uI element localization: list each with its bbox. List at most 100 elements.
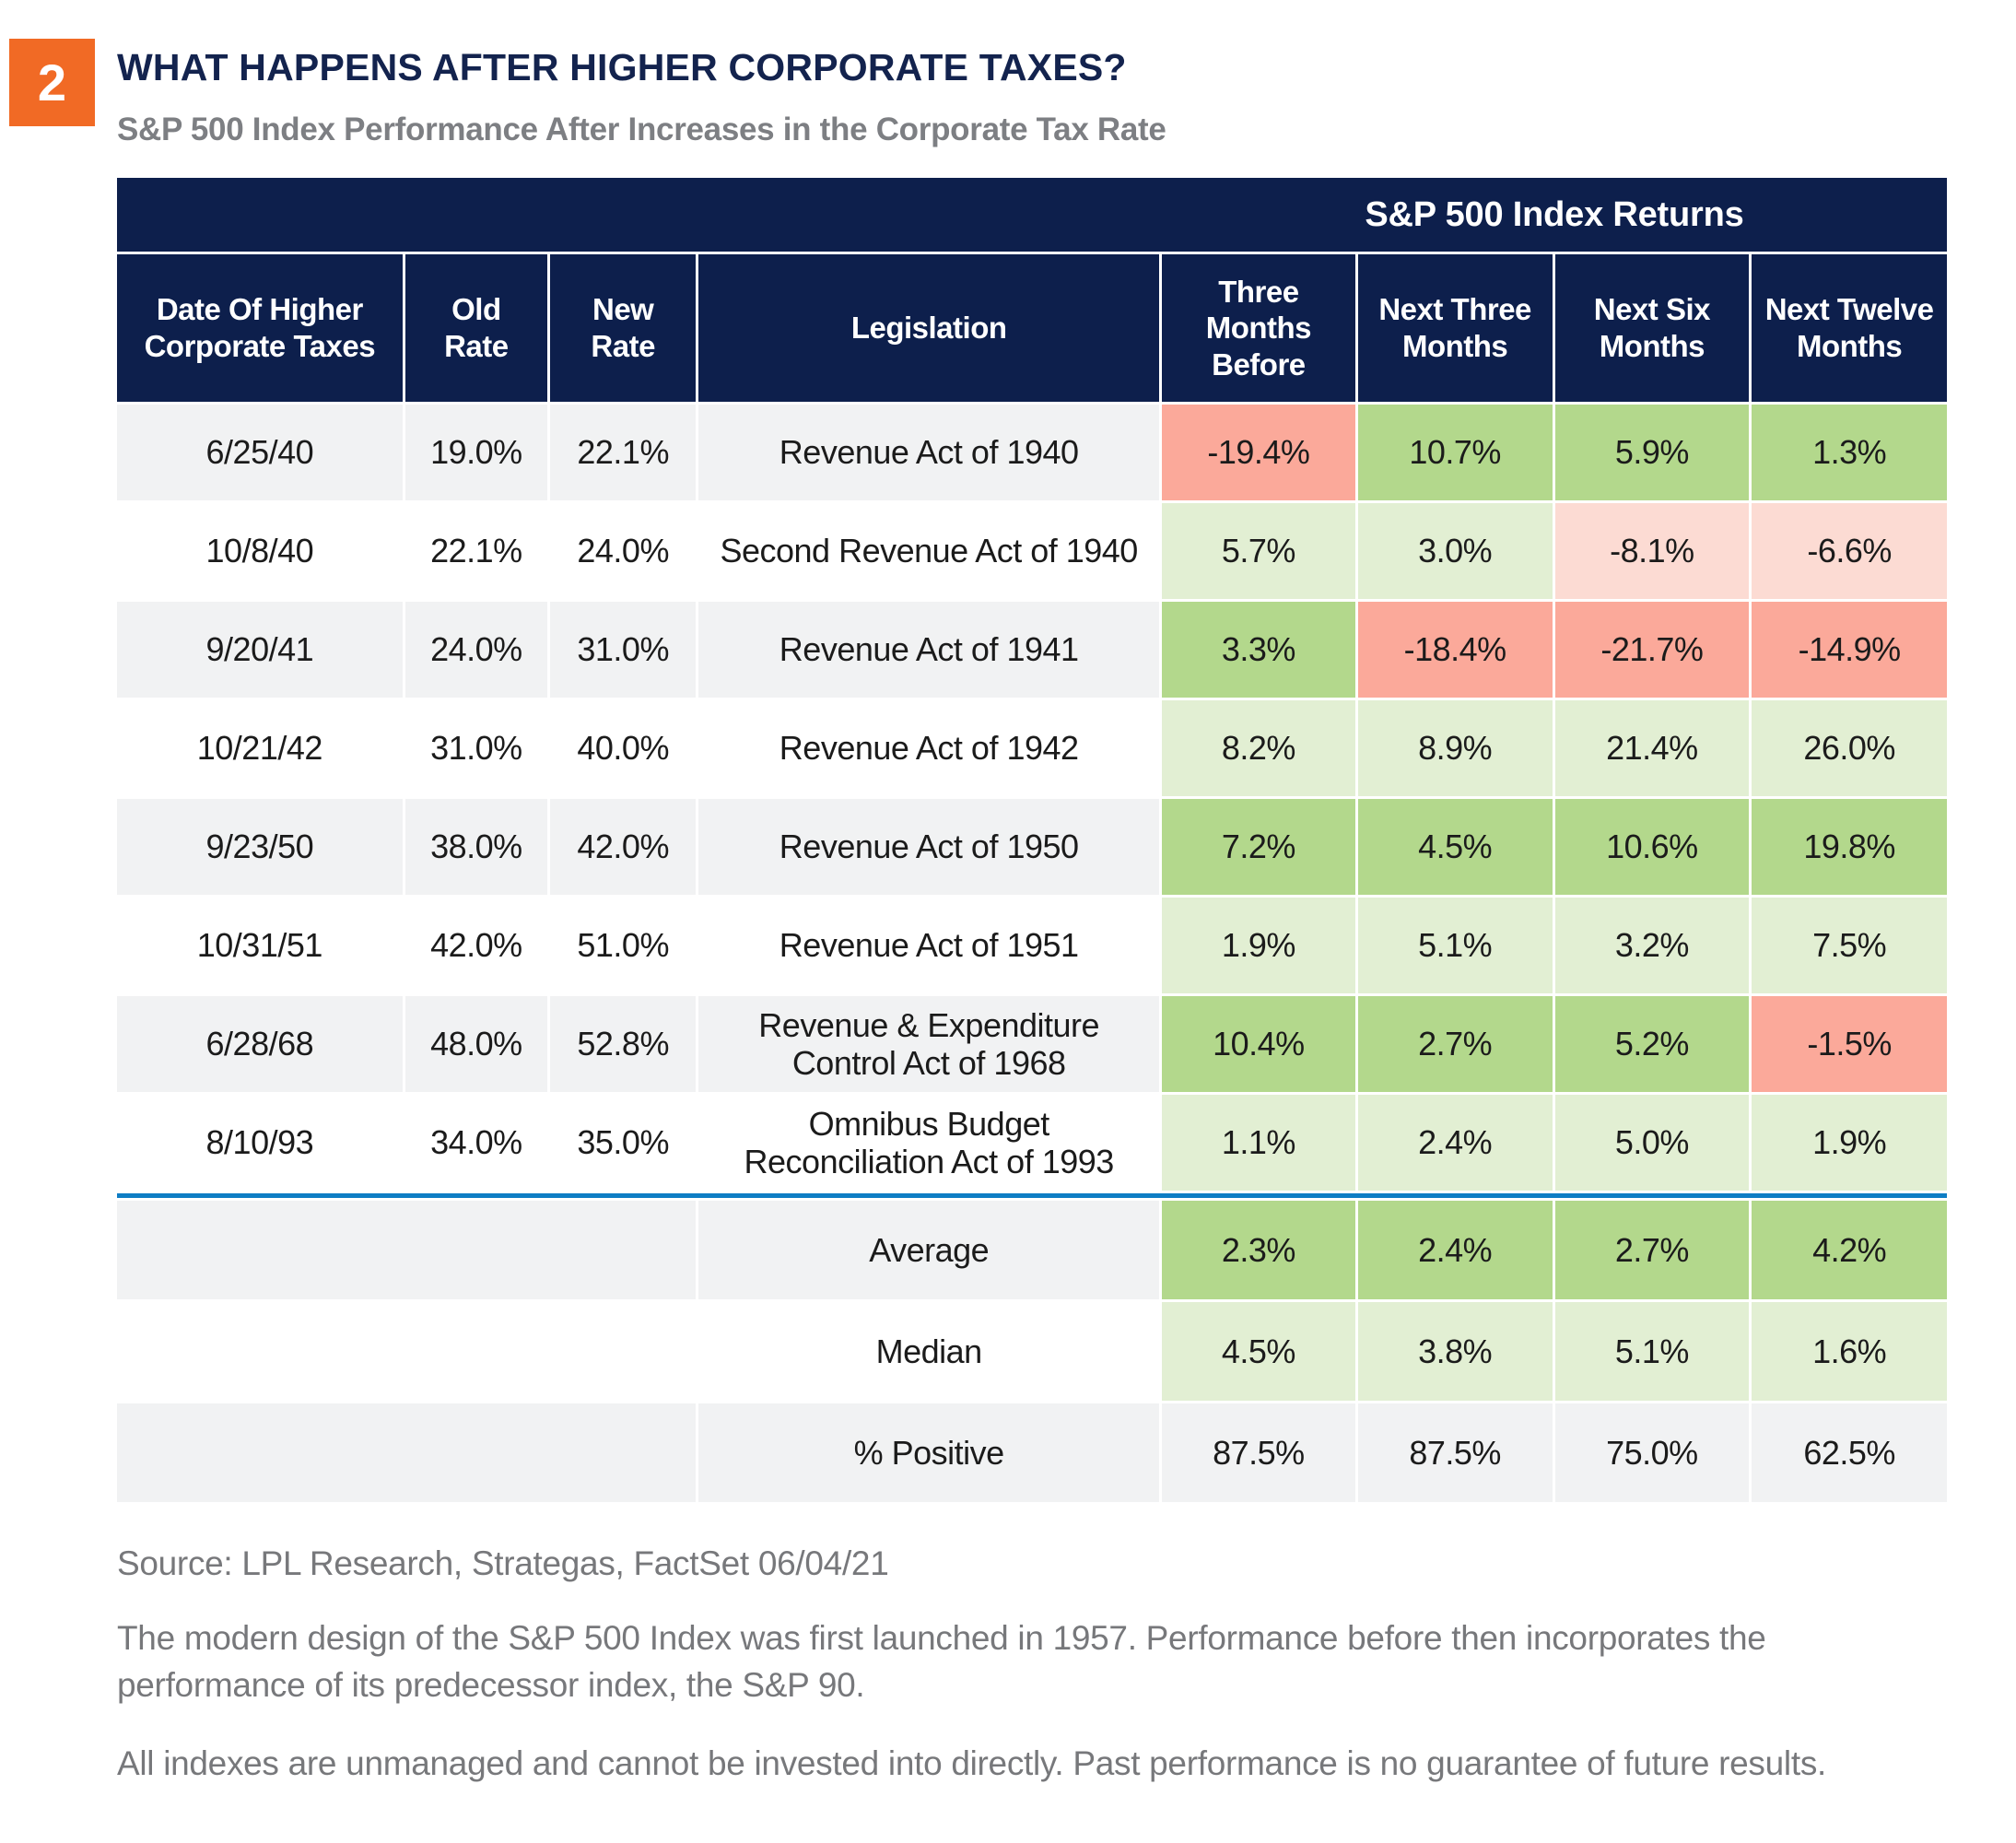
new-rate-cell: 52.8% <box>550 996 697 1092</box>
summary-value-cell: 87.5% <box>1162 1403 1355 1502</box>
figure-number-badge: 2 <box>9 39 95 126</box>
footnote-line: The modern design of the S&P 500 Index w… <box>117 1619 1766 1657</box>
date-cell: 9/23/50 <box>117 799 403 895</box>
legislation-cell: Revenue Act of 1940 <box>698 405 1159 500</box>
return-cell: 1.9% <box>1162 898 1355 993</box>
legislation-cell: Revenue Act of 1950 <box>698 799 1159 895</box>
col-header-cell: Legislation <box>698 254 1159 402</box>
return-cell: 1.3% <box>1752 405 1947 500</box>
col-header-cell: Three Months Before <box>1162 254 1355 402</box>
date-cell: 6/25/40 <box>117 405 403 500</box>
return-cell: 21.4% <box>1554 700 1750 796</box>
summary-empty-cell <box>117 1302 697 1401</box>
page-title: WHAT HAPPENS AFTER HIGHER CORPORATE TAXE… <box>117 46 1127 88</box>
new-rate-cell: 42.0% <box>550 799 697 895</box>
return-cell: 5.7% <box>1162 503 1355 599</box>
old-rate-cell: 38.0% <box>404 799 548 895</box>
summary-value-cell: 4.2% <box>1752 1201 1947 1299</box>
date-cell: 10/21/42 <box>117 700 403 796</box>
return-cell: 10.4% <box>1162 996 1355 1092</box>
return-cell: -8.1% <box>1554 503 1750 599</box>
col-header-cell: Old Rate <box>404 254 548 402</box>
return-cell: -19.4% <box>1162 405 1355 500</box>
return-cell: 26.0% <box>1752 700 1947 796</box>
return-cell: 2.4% <box>1357 1095 1553 1191</box>
return-cell: 3.0% <box>1357 503 1553 599</box>
footnote-disclaimer: All indexes are unmanaged and cannot be … <box>117 1744 1826 1783</box>
col-header-cell: Date Of Higher Corporate Taxes <box>117 254 403 402</box>
col-header-cell: New Rate <box>550 254 697 402</box>
return-cell: 3.3% <box>1162 602 1355 698</box>
summary-value-cell: 2.4% <box>1357 1201 1553 1299</box>
summary-empty-cell <box>117 1201 697 1299</box>
figure-content: WHAT HAPPENS AFTER HIGHER CORPORATE TAXE… <box>117 0 1949 1787</box>
legislation-cell: Revenue & Expenditure Control Act of 196… <box>698 996 1159 1092</box>
source-note: Source: LPL Research, Strategas, FactSet… <box>117 1544 889 1582</box>
footnote-modern-design: The modern design of the S&P 500 Index w… <box>117 1614 1949 1708</box>
legislation-cell: Omnibus Budget Reconciliation Act of 199… <box>698 1095 1159 1191</box>
summary-divider-line <box>117 1193 1947 1198</box>
old-rate-cell: 48.0% <box>404 996 548 1092</box>
return-cell: 1.9% <box>1752 1095 1947 1191</box>
date-cell: 9/20/41 <box>117 602 403 698</box>
old-rate-cell: 22.1% <box>404 503 548 599</box>
summary-value-cell: 5.1% <box>1554 1302 1750 1401</box>
col-header-cell: Next Six Months <box>1554 254 1750 402</box>
col-header-cell: Next Twelve Months <box>1752 254 1947 402</box>
summary-value-cell: 1.6% <box>1752 1302 1947 1401</box>
new-rate-cell: 40.0% <box>550 700 697 796</box>
return-cell: -14.9% <box>1752 602 1947 698</box>
new-rate-cell: 22.1% <box>550 405 697 500</box>
old-rate-cell: 19.0% <box>404 405 548 500</box>
return-cell: 10.7% <box>1357 405 1553 500</box>
return-cell: 2.7% <box>1357 996 1553 1092</box>
legislation-cell: Revenue Act of 1941 <box>698 602 1159 698</box>
col-header-cell: Next Three Months <box>1357 254 1553 402</box>
return-cell: 5.1% <box>1357 898 1553 993</box>
summary-label-cell: % Positive <box>698 1403 1159 1502</box>
return-cell: 5.0% <box>1554 1095 1750 1191</box>
date-cell: 10/8/40 <box>117 503 403 599</box>
return-cell: 5.9% <box>1554 405 1750 500</box>
return-cell: 8.2% <box>1162 700 1355 796</box>
page-subtitle: S&P 500 Index Performance After Increase… <box>117 112 1166 147</box>
footnote-line: performance of its predecessor index, th… <box>117 1666 865 1705</box>
summary-value-cell: 3.8% <box>1357 1302 1553 1401</box>
return-cell: -6.6% <box>1752 503 1947 599</box>
summary-value-cell: 87.5% <box>1357 1403 1553 1502</box>
new-rate-cell: 24.0% <box>550 503 697 599</box>
return-cell: 5.2% <box>1554 996 1750 1092</box>
return-cell: -21.7% <box>1554 602 1750 698</box>
summary-value-cell: 75.0% <box>1554 1403 1750 1502</box>
return-cell: -1.5% <box>1752 996 1947 1092</box>
legislation-cell: Revenue Act of 1942 <box>698 700 1159 796</box>
date-cell: 10/31/51 <box>117 898 403 993</box>
returns-group-header: S&P 500 Index Returns <box>1365 194 1744 234</box>
new-rate-cell: 51.0% <box>550 898 697 993</box>
return-cell: -18.4% <box>1357 602 1553 698</box>
return-cell: 19.8% <box>1752 799 1947 895</box>
summary-value-cell: 4.5% <box>1162 1302 1355 1401</box>
new-rate-cell: 31.0% <box>550 602 697 698</box>
return-cell: 8.9% <box>1357 700 1553 796</box>
table-top-band: S&P 500 Index Returns <box>117 178 1947 252</box>
old-rate-cell: 31.0% <box>404 700 548 796</box>
return-cell: 3.2% <box>1554 898 1750 993</box>
new-rate-cell: 35.0% <box>550 1095 697 1191</box>
date-cell: 6/28/68 <box>117 996 403 1092</box>
summary-value-cell: 2.7% <box>1554 1201 1750 1299</box>
old-rate-cell: 24.0% <box>404 602 548 698</box>
legislation-cell: Revenue Act of 1951 <box>698 898 1159 993</box>
return-cell: 7.5% <box>1752 898 1947 993</box>
return-cell: 10.6% <box>1554 799 1750 895</box>
return-cell: 4.5% <box>1357 799 1553 895</box>
date-cell: 8/10/93 <box>117 1095 403 1191</box>
old-rate-cell: 42.0% <box>404 898 548 993</box>
summary-label-cell: Median <box>698 1302 1159 1401</box>
old-rate-cell: 34.0% <box>404 1095 548 1191</box>
footer: Source: LPL Research, Strategas, FactSet… <box>117 1544 1949 1787</box>
summary-label-cell: Average <box>698 1201 1159 1299</box>
summary-empty-cell <box>117 1403 697 1502</box>
return-cell: 7.2% <box>1162 799 1355 895</box>
tax-table: S&P 500 Index Returns Date Of Higher Cor… <box>117 178 1947 1502</box>
